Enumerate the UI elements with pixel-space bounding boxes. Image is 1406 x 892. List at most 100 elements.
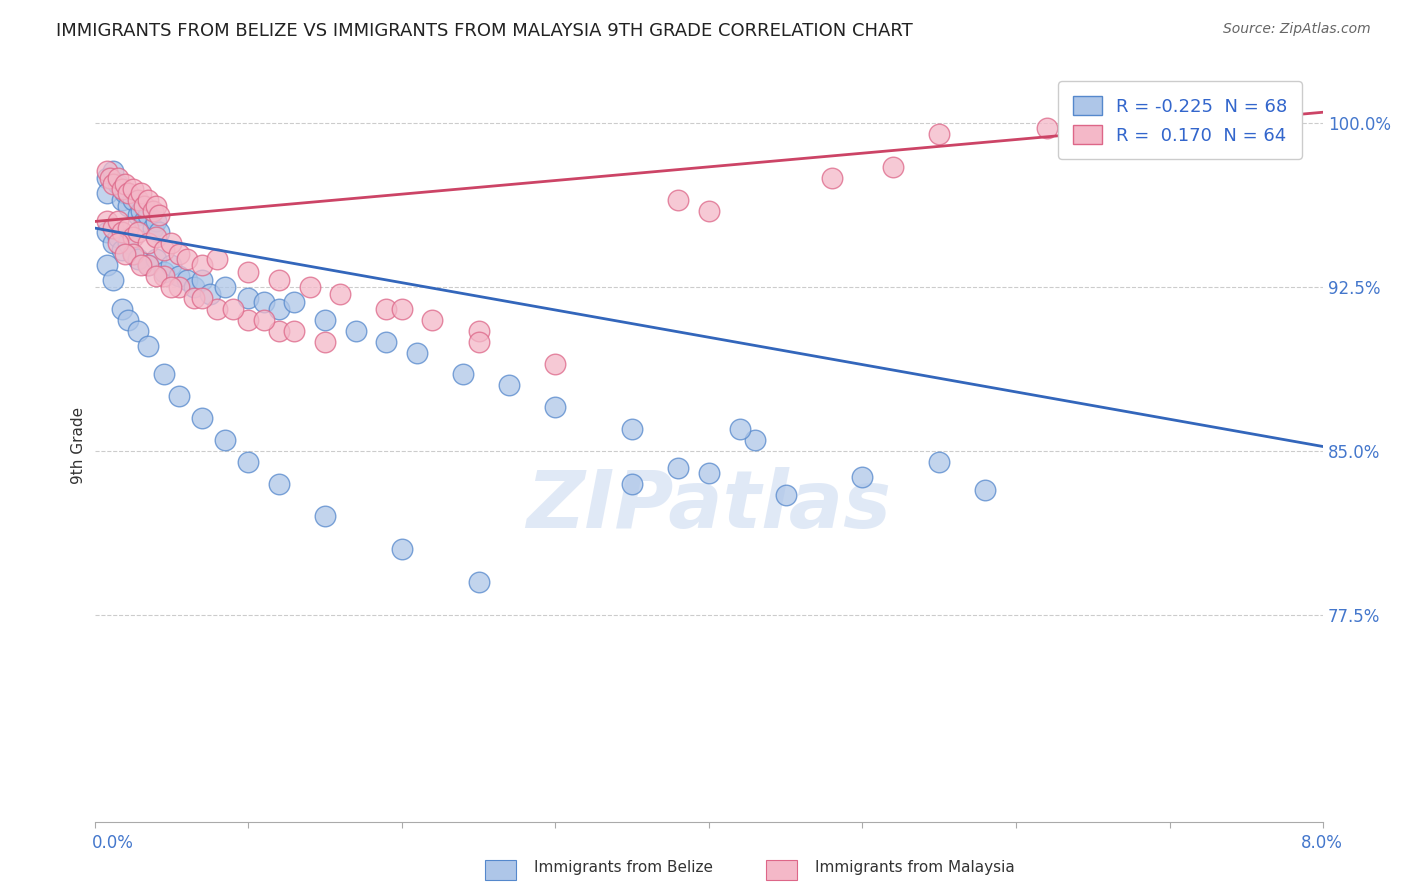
Point (1035, 120, 1057, 135)
Point (152, 243, 174, 257)
Point (267, 301, 290, 316)
Point (122, 229, 145, 244)
Point (283, 295, 305, 310)
Point (107, 236, 129, 251)
Legend: R = -0.225  N = 68, R =  0.170  N = 64: R = -0.225 N = 68, R = 0.170 N = 64 (1059, 81, 1302, 159)
Point (145, 269, 167, 284)
Text: IMMIGRANTS FROM BELIZE VS IMMIGRANTS FROM MALAYSIA 9TH GRADE CORRELATION CHART: IMMIGRANTS FROM BELIZE VS IMMIGRANTS FRO… (56, 22, 912, 40)
Point (666, 461, 689, 475)
Point (775, 488, 797, 502)
Text: ZIPatlas: ZIPatlas (526, 467, 891, 545)
Point (467, 324, 489, 338)
Point (117, 199, 139, 213)
Point (122, 247, 145, 261)
Point (191, 258, 214, 272)
Point (132, 214, 155, 228)
Point (107, 229, 129, 244)
Point (136, 208, 159, 222)
Point (107, 178, 129, 192)
Point (96, 258, 118, 272)
Point (467, 574, 489, 589)
Point (191, 411, 214, 425)
Point (183, 280, 205, 294)
Point (111, 193, 134, 207)
Point (160, 236, 183, 251)
Point (207, 301, 229, 316)
Point (142, 203, 165, 218)
Point (375, 334, 398, 349)
Point (111, 301, 134, 316)
Point (152, 265, 174, 279)
Point (621, 476, 644, 491)
Point (122, 247, 145, 261)
Point (114, 178, 136, 192)
Point (167, 389, 190, 403)
Point (127, 226, 149, 240)
Text: 8.0%: 8.0% (1301, 834, 1343, 852)
Point (127, 324, 149, 338)
Point (544, 401, 567, 415)
Point (136, 339, 159, 353)
Point (167, 269, 190, 284)
Point (252, 295, 274, 310)
Point (207, 252, 229, 266)
Text: Immigrants from Malaysia: Immigrants from Malaysia (815, 860, 1015, 874)
Point (145, 199, 167, 213)
Text: Immigrants from Belize: Immigrants from Belize (534, 860, 713, 874)
Point (98, 170, 121, 185)
Point (101, 236, 124, 251)
Point (107, 170, 129, 185)
Point (127, 193, 149, 207)
Point (129, 186, 152, 200)
Point (252, 313, 274, 327)
Point (136, 258, 159, 272)
Point (132, 199, 155, 213)
Point (167, 280, 190, 294)
Point (117, 236, 139, 251)
Point (96, 214, 118, 228)
Point (127, 208, 149, 222)
Point (122, 193, 145, 207)
Point (117, 186, 139, 200)
Point (375, 301, 398, 316)
Point (101, 221, 124, 235)
Point (498, 378, 520, 392)
Point (728, 422, 751, 436)
Point (101, 178, 124, 192)
Point (544, 357, 567, 371)
Point (127, 252, 149, 266)
Point (391, 542, 413, 557)
Point (821, 170, 844, 185)
Point (101, 273, 124, 287)
Point (344, 324, 367, 338)
Point (298, 280, 321, 294)
Point (152, 269, 174, 284)
Point (129, 258, 152, 272)
Point (114, 186, 136, 200)
Point (152, 368, 174, 382)
Point (148, 208, 170, 222)
Point (96, 186, 118, 200)
Point (467, 334, 489, 349)
Point (145, 214, 167, 228)
Point (744, 433, 766, 447)
Point (422, 313, 444, 327)
Point (176, 252, 198, 266)
Point (882, 160, 904, 174)
Point (621, 422, 644, 436)
Point (191, 291, 214, 305)
Point (148, 226, 170, 240)
Point (222, 301, 245, 316)
Point (117, 313, 139, 327)
Point (122, 182, 145, 196)
Point (96, 170, 118, 185)
Point (974, 483, 997, 498)
Point (142, 221, 165, 235)
Point (451, 368, 474, 382)
Point (136, 236, 159, 251)
Text: Source: ZipAtlas.com: Source: ZipAtlas.com (1223, 22, 1371, 37)
Point (236, 313, 259, 327)
Point (160, 258, 183, 272)
Point (160, 280, 183, 294)
Point (167, 247, 190, 261)
